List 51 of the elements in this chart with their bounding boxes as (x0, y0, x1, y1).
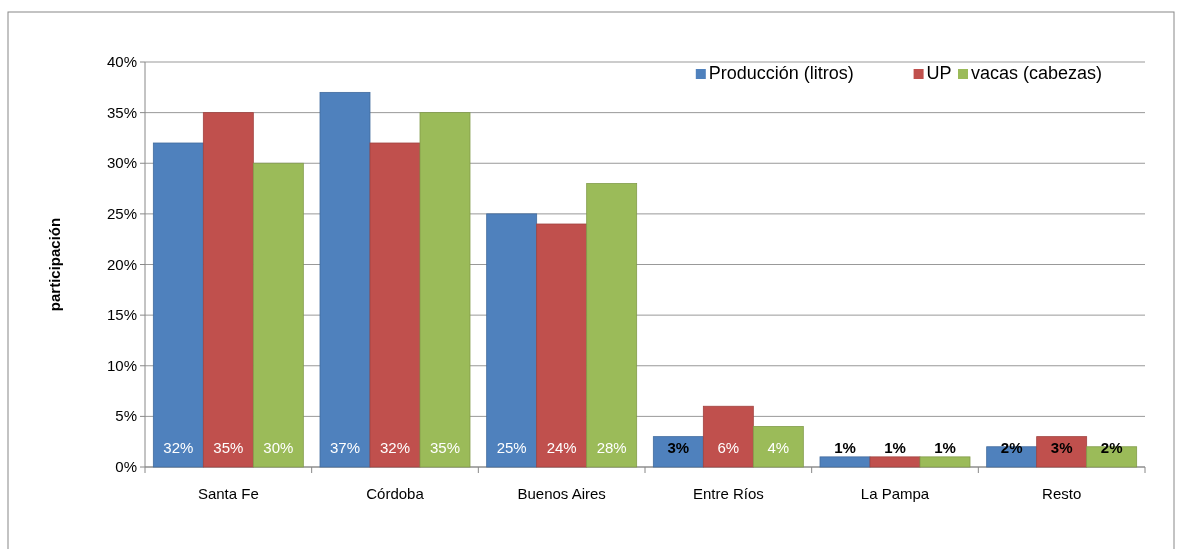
y-tick-label: 35% (106, 103, 137, 121)
legend-label: vacas (cabezas) (971, 63, 1103, 83)
bar (419, 112, 471, 468)
y-tick-label: 30% (106, 154, 137, 172)
data-label: 4% (767, 439, 790, 456)
bar (369, 142, 421, 468)
y-tick-label: 15% (106, 306, 137, 324)
legend-label: Producción (litros) (708, 63, 854, 83)
x-tick-label: Buenos Aires (517, 485, 606, 502)
bar (919, 456, 971, 468)
y-tick-label: 25% (106, 204, 137, 222)
y-tick-label: 10% (106, 356, 137, 374)
bar (586, 183, 638, 468)
bar (652, 436, 704, 468)
bar (869, 456, 921, 468)
bar (319, 91, 371, 468)
legend-label: UP (926, 63, 952, 83)
data-label: 1% (934, 439, 956, 456)
data-label: 6% (717, 439, 740, 456)
y-tick-label: 20% (106, 255, 137, 273)
bar (202, 112, 254, 468)
x-tick-label: La Pampa (860, 485, 930, 502)
data-label: 35% (213, 439, 244, 456)
data-label: 3% (1050, 439, 1073, 456)
y-tick-label: 5% (115, 407, 137, 425)
y-axis-title: participación (46, 217, 63, 312)
data-label: 3% (667, 439, 690, 456)
bar (252, 162, 304, 468)
bar (702, 405, 754, 468)
x-tick-label: Resto (1042, 485, 1082, 502)
data-label: 1% (834, 439, 856, 456)
bar (536, 223, 588, 468)
data-label: 30% (263, 439, 294, 456)
y-tick-label: 40% (106, 53, 137, 70)
x-tick-label: Córdoba (366, 485, 425, 502)
data-label: 37% (329, 439, 361, 456)
y-tick-label: 0% (115, 458, 137, 475)
bar (819, 456, 871, 468)
bar (152, 142, 204, 468)
data-label: 1% (884, 439, 906, 456)
x-tick-label: Santa Fe (197, 485, 259, 502)
data-label: 28% (596, 439, 627, 456)
data-label: 25% (496, 439, 527, 456)
data-label: 32% (163, 439, 194, 456)
data-label: 32% (379, 439, 411, 456)
bar (1036, 436, 1088, 468)
x-tick-label: Entre Ríos (692, 485, 764, 502)
bar (752, 426, 804, 468)
data-label: 35% (429, 439, 461, 456)
data-label: 24% (546, 439, 577, 456)
bar (486, 213, 538, 468)
